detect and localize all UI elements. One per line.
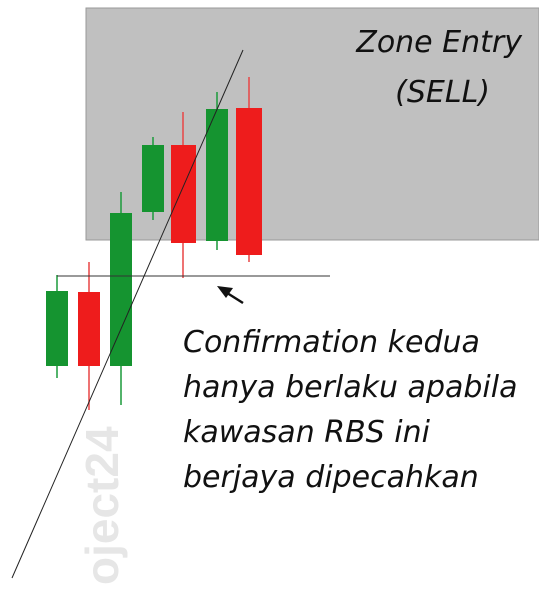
candle-body [236,108,262,255]
watermark: oject24 [76,426,128,585]
zone-title: Zone Entry [355,25,523,60]
candle-body [142,145,164,212]
annotation-line: kawasan RBS ini [183,415,431,450]
zone-subtitle: (SELL) [395,75,490,110]
candle-body [110,213,132,366]
candle-body [78,292,100,366]
candles [46,77,262,410]
arrow [217,286,244,305]
trend-line [11,49,244,579]
annotation-line: berjaya dipecahkan [183,460,479,495]
candle-body [206,109,228,241]
annotation-line: hanya berlaku apabila [183,370,517,405]
candle-body [46,291,68,366]
candle-body [171,145,196,243]
annotation-line: Confirmation kedua [183,325,480,360]
